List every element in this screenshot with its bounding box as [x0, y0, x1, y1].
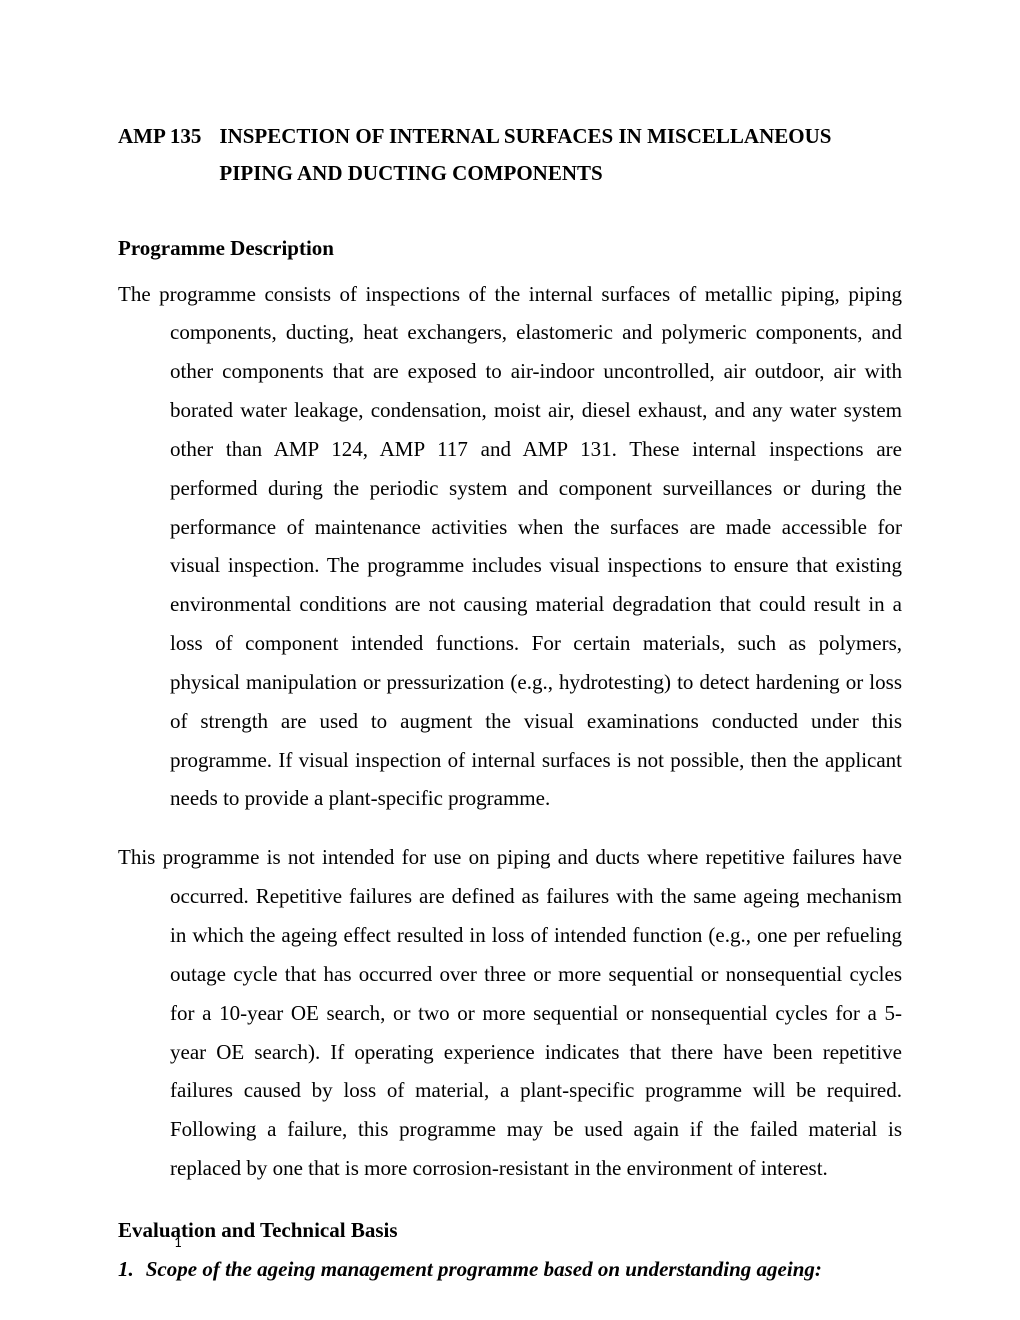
evaluation-heading: Evaluation and Technical Basis	[118, 1218, 902, 1243]
document-page: AMP 135 INSPECTION OF INTERNAL SURFACES …	[0, 0, 1020, 1282]
page-number: 1	[174, 1234, 182, 1252]
title-text: INSPECTION OF INTERNAL SURFACES IN MISCE…	[219, 118, 902, 192]
list-text: Scope of the ageing management programme…	[146, 1257, 822, 1282]
document-title: AMP 135 INSPECTION OF INTERNAL SURFACES …	[118, 118, 902, 192]
programme-description-para-1: The programme consists of inspections of…	[118, 275, 902, 819]
evaluation-item-1: 1. Scope of the ageing management progra…	[118, 1257, 902, 1282]
list-number: 1.	[118, 1257, 134, 1282]
programme-description-para-2: This programme is not intended for use o…	[118, 838, 902, 1188]
programme-description-heading: Programme Description	[118, 236, 902, 261]
title-code: AMP 135	[118, 118, 201, 192]
